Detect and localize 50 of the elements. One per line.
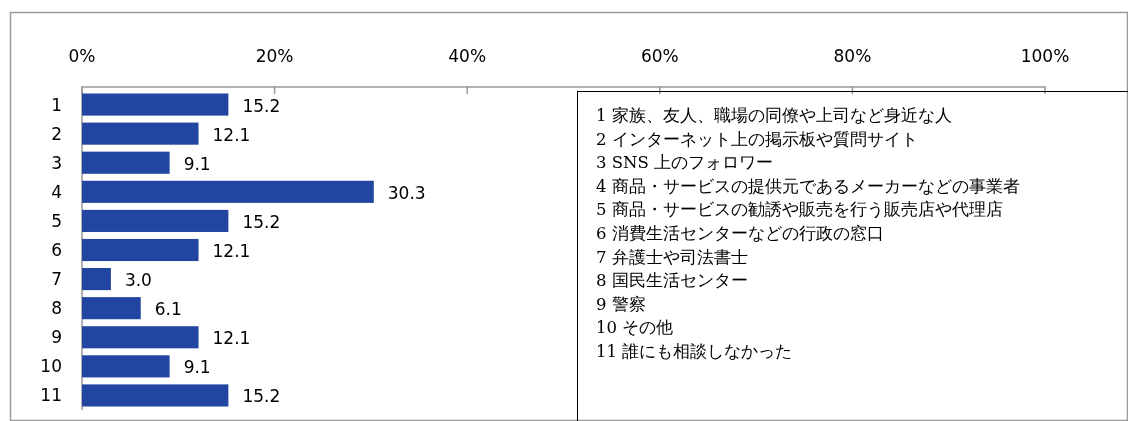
- bar: [82, 209, 229, 232]
- bar: [82, 122, 199, 145]
- annotation: 10 その他: [596, 318, 674, 338]
- data-label: 12.1: [212, 124, 251, 145]
- annotation: 8 国民生活センター: [596, 271, 748, 291]
- annotation: 1 家族、友人、職場の同僚や上司など身近な人: [596, 106, 952, 125]
- bar: [82, 297, 141, 320]
- bar: [82, 180, 374, 203]
- x-tick-label: 0%: [68, 46, 96, 66]
- bar: [82, 151, 170, 174]
- data-label: 15.2: [242, 211, 281, 232]
- annotation: 9 警察: [596, 294, 646, 314]
- annotation: 6 消費生活センターなどの行政の窓口: [596, 224, 884, 243]
- y-tick-label: 1: [51, 94, 62, 115]
- y-tick-label: 5: [51, 210, 62, 231]
- x-tick-label: 80%: [833, 46, 872, 66]
- y-tick-label: 9: [51, 327, 62, 348]
- x-tick-label: 100%: [1020, 46, 1070, 66]
- data-label: 15.2: [242, 386, 281, 407]
- data-label: 12.1: [212, 328, 251, 349]
- data-label: 30.3: [387, 182, 426, 203]
- bar: [82, 93, 229, 116]
- annotation: 5 商品・サービスの勧誘や販売を行う販売店や代理店: [596, 200, 1003, 220]
- y-tick-label: 11: [40, 385, 62, 406]
- x-tick-label: 40%: [448, 46, 487, 66]
- y-tick-label: 4: [51, 181, 62, 202]
- y-tick-label: 3: [51, 152, 62, 173]
- bar: [82, 238, 199, 262]
- y-tick-label: 8: [51, 298, 62, 319]
- y-tick-label: 7: [51, 269, 62, 290]
- bar: [82, 384, 229, 407]
- data-label: 12.1: [212, 241, 251, 261]
- annotation: 11 誰にも相談しなかった: [596, 342, 793, 361]
- data-label: 9.1: [183, 153, 211, 174]
- data-label: 15.2: [242, 95, 281, 116]
- annotation: 4 商品・サービスの提供元であるメーカーなどの事業者: [596, 176, 1020, 196]
- x-tick-label: 20%: [255, 46, 294, 66]
- y-tick-label: 2: [51, 123, 62, 144]
- annotation: 3 SNS 上のフォロワー: [596, 153, 774, 173]
- bar: [82, 268, 111, 291]
- data-label: 3.0: [124, 270, 152, 291]
- y-tick-label: 10: [40, 356, 62, 377]
- annotation: 7 弁護士や司法書士: [596, 247, 748, 267]
- bar: [82, 355, 170, 378]
- annotation: 2 インターネット上の掲示板や質問サイト: [596, 129, 918, 149]
- y-tick-label: 6: [51, 240, 62, 260]
- data-label: 9.1: [183, 357, 211, 378]
- data-label: 6.1: [154, 299, 182, 320]
- bar: [82, 326, 199, 349]
- x-tick-label: 60%: [640, 46, 679, 66]
